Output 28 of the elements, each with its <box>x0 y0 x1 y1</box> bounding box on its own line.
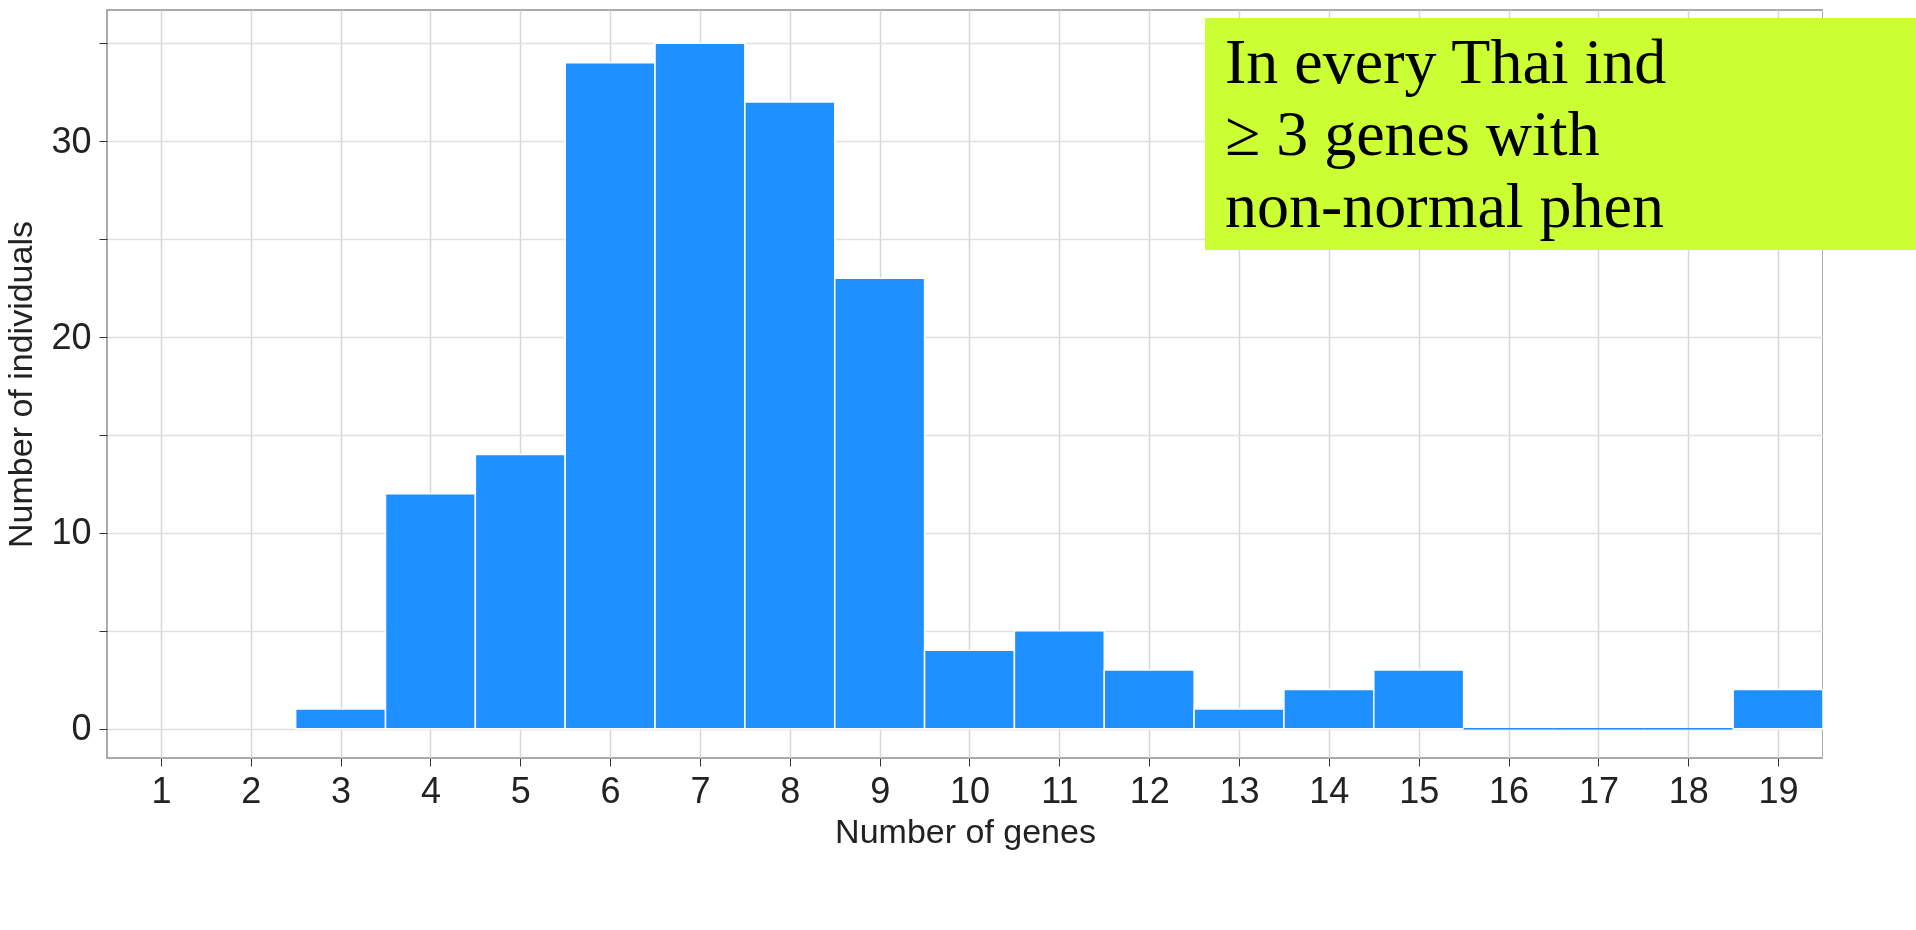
x-tick-label: 11 <box>1041 769 1079 811</box>
x-tick-label: 4 <box>420 769 441 811</box>
x-tick-label: 19 <box>1758 769 1799 811</box>
y-axis-title: Number of individuals <box>1 221 40 548</box>
x-tick-label: 18 <box>1668 769 1709 811</box>
x-tick-label: 17 <box>1578 769 1619 811</box>
y-tick-label: 30 <box>51 119 92 161</box>
x-tick-label: 6 <box>600 769 621 811</box>
x-tick-label: 7 <box>690 769 711 811</box>
x-tick-label: 8 <box>780 769 801 811</box>
y-tick-label: 10 <box>51 511 92 553</box>
x-tick-label: 10 <box>949 769 991 811</box>
x-axis-title: Number of genes <box>835 811 1096 850</box>
annotation: In every Thai ind <box>1225 26 1668 98</box>
y-tick-label: 20 <box>51 315 92 357</box>
x-tick-label: 1 <box>151 769 172 811</box>
x-tick-label: 2 <box>241 769 262 811</box>
annotation: ≥ 3 genes with <box>1225 98 1601 170</box>
x-tick-label: 13 <box>1219 769 1260 811</box>
y-tick-label: 0 <box>71 707 92 749</box>
annotation: non-normal phen <box>1225 170 1665 242</box>
x-tick-label: 12 <box>1129 769 1170 811</box>
x-tick-label: 5 <box>510 769 531 811</box>
x-tick-label: 15 <box>1399 769 1440 811</box>
x-tick-label: 9 <box>870 769 891 811</box>
x-tick-label: 16 <box>1489 769 1530 811</box>
x-tick-label: 14 <box>1309 769 1350 811</box>
x-tick-label: 3 <box>331 769 352 811</box>
